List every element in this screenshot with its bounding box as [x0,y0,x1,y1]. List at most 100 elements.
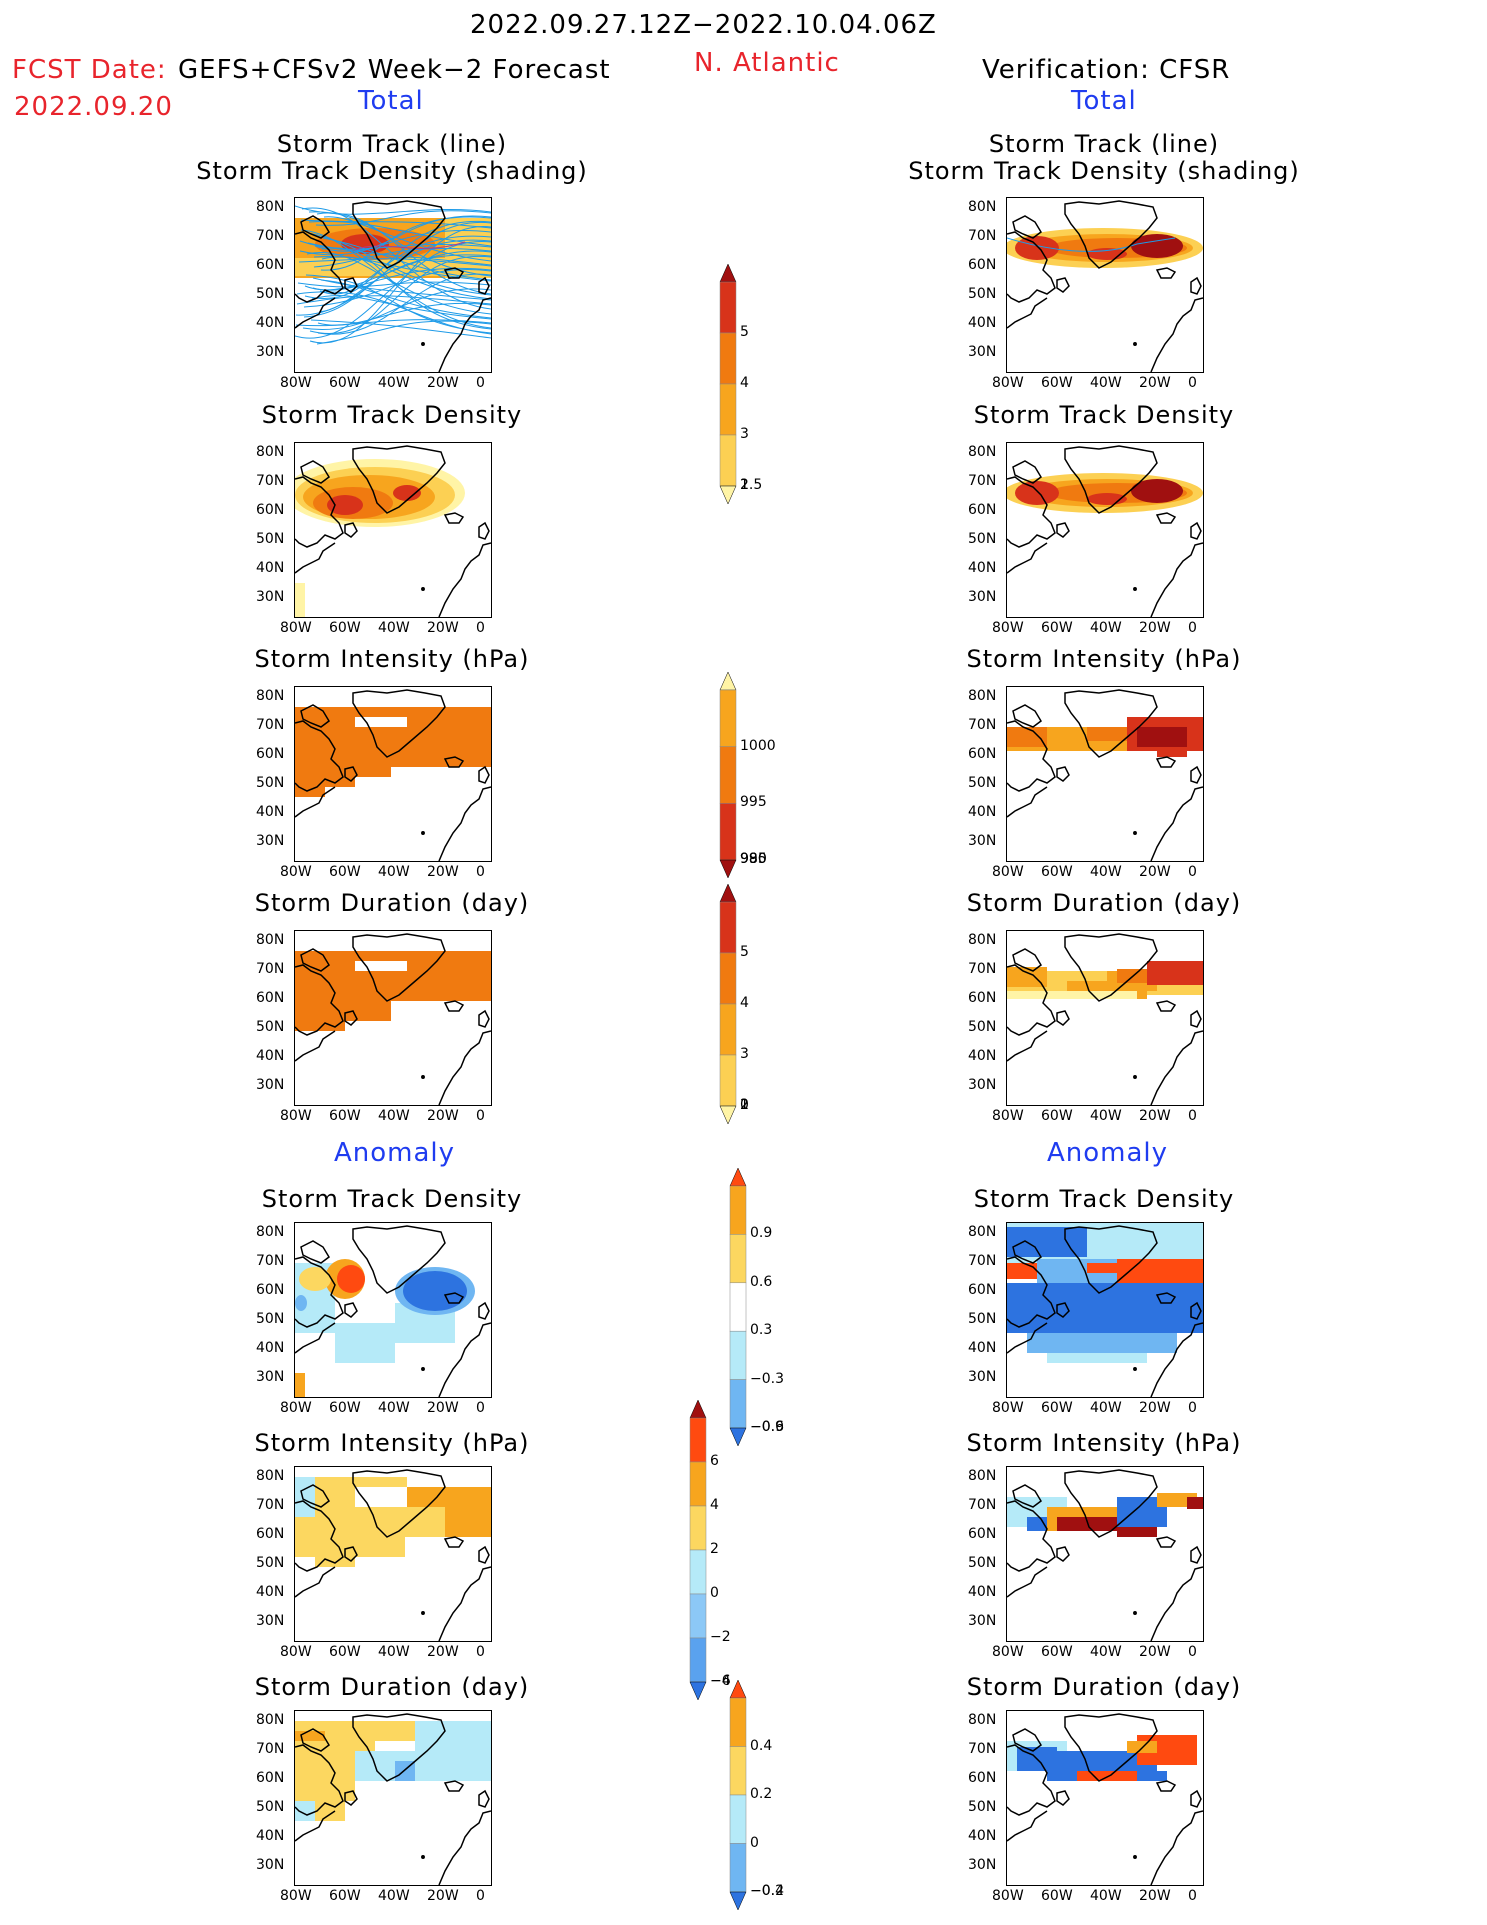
lon-tick-label: 0 [1188,1888,1197,1904]
lon-tick-label: 40W [378,1108,410,1124]
lat-tick-label: 50N [256,1019,285,1035]
lon-tick-label: 80W [280,1108,312,1124]
lat-tick-label: 40N [256,1584,285,1600]
region-label: N. Atlantic [694,48,840,78]
colorbar-tick-label: 2 [740,1097,749,1113]
colorbar-tick-label: 6 [710,1453,719,1469]
colorbar-intensity-anomaly: 6 4 2 0 −2 −4 −6 [689,1399,731,1704]
colorbar-tick-label: 990 [740,851,767,867]
lon-tick-label: 40W [378,375,410,391]
lat-tick-label: 80N [256,444,285,460]
colorbar-tick-label: −0.2 [750,1883,784,1899]
title-track-shading-left: Storm Track Density (shading) [196,157,588,185]
map-panel-density-anom-right [1006,1222,1204,1398]
fcst-model-label: GEFS+CFSv2 Week−2 Forecast [178,55,611,85]
date-range-title: 2022.09.27.12Z−2022.10.04.06Z [470,10,937,40]
lon-tick-label: 80W [280,1888,312,1904]
lat-tick-label: 50N [256,1311,285,1327]
lat-tick-label: 70N [256,228,285,244]
title-track-shading-right: Storm Track Density (shading) [908,157,1300,185]
lon-tick-label: 20W [427,1108,459,1124]
colorbar-tick-label: 0 [740,1097,749,1113]
lat-tick-label: 80N [968,1712,997,1728]
colorbar-tick-label: −0.3 [750,1370,784,1387]
lon-tick-label: 60W [1041,375,1073,391]
lon-tick-label: 20W [1139,1644,1171,1660]
map-panel-density-right [1006,442,1204,618]
lat-tick-label: 70N [256,1253,285,1269]
lat-tick-label: 70N [968,1497,997,1513]
lat-tick-label: 30N [968,589,997,605]
colorbar-tick-label: 4 [710,1497,719,1513]
colorbar-density-total: 5 4 3 2 1.5 1 [719,263,762,508]
section-total-right: Total [1071,86,1137,116]
lat-tick-label: 70N [256,1741,285,1757]
lon-tick-label: 60W [329,1644,361,1660]
lat-tick-label: 30N [256,1613,285,1629]
title-duration-anom-right: Storm Duration (day) [966,1673,1242,1701]
lat-tick-label: 40N [256,804,285,820]
lat-tick-label: 60N [968,990,997,1006]
colorbar-tick-label: 4 [740,995,749,1011]
lon-tick-label: 60W [329,375,361,391]
lat-tick-label: 30N [968,833,997,849]
lon-tick-label: 60W [1041,1108,1073,1124]
title-track-line-right: Storm Track (line) [988,130,1220,158]
map-panel-duration-right [1006,930,1204,1106]
lat-tick-label: 40N [256,560,285,576]
lat-tick-label: 50N [968,531,997,547]
lat-tick-label: 50N [968,286,997,302]
lon-tick-label: 20W [1139,1400,1171,1416]
lat-tick-label: 30N [256,344,285,360]
colorbar-tick-label: 1 [740,477,749,493]
map-panel-duration-anom-left [294,1710,492,1886]
lon-tick-label: 0 [476,1400,485,1416]
lat-tick-label: 80N [968,199,997,215]
lon-tick-label: 0 [476,375,485,391]
lon-tick-label: 0 [1188,375,1197,391]
title-intensity-anom-left: Storm Intensity (hPa) [254,1429,530,1457]
lat-tick-label: 80N [968,444,997,460]
title-density-left: Storm Track Density [261,401,523,429]
lat-tick-label: 50N [256,1799,285,1815]
lat-tick-label: 80N [968,932,997,948]
colorbar-tick-label: 0 [750,1834,759,1851]
lat-tick-label: 70N [968,473,997,489]
title-density-anom-left: Storm Track Density [261,1185,523,1213]
lat-tick-label: 70N [256,961,285,977]
colorbar-tick-label: 2 [710,1541,719,1557]
lat-tick-label: 40N [968,1048,997,1064]
lat-tick-label: 80N [968,688,997,704]
colorbar-tick-label: 2 [740,477,749,493]
lon-tick-label: 80W [280,1644,312,1660]
colorbar-tick-label: 0 [710,1585,719,1601]
lat-tick-label: 70N [968,228,997,244]
colorbar-tick-label: 980 [740,851,767,867]
lat-tick-label: 70N [968,961,997,977]
map-panel-duration-anom-right [1006,1710,1204,1886]
lon-tick-label: 0 [1188,1108,1197,1124]
lon-tick-label: 60W [1041,620,1073,636]
colorbar-tick-label: 4 [740,375,749,391]
lon-tick-label: 60W [1041,1888,1073,1904]
map-panel-intensity-anom-left [294,1466,492,1642]
lon-tick-label: 20W [427,620,459,636]
title-intensity-anom-right: Storm Intensity (hPa) [966,1429,1242,1457]
map-panel-intensity-anom-right [1006,1466,1204,1642]
lon-tick-label: 0 [1188,1644,1197,1660]
colorbar-tick-label: 0.6 [750,1273,773,1290]
lat-tick-label: 80N [968,1224,997,1240]
colorbar-tick-label: 3 [740,426,749,442]
lon-tick-label: 80W [992,1888,1024,1904]
lon-tick-label: 40W [378,864,410,880]
lat-tick-label: 30N [256,1369,285,1385]
colorbar-tick-label: 5 [740,324,749,340]
lat-tick-label: 70N [968,1253,997,1269]
lon-tick-label: 80W [280,620,312,636]
title-density-right: Storm Track Density [973,401,1235,429]
lon-tick-label: 60W [1041,1400,1073,1416]
lon-tick-label: 80W [992,1108,1024,1124]
lat-tick-label: 70N [968,1741,997,1757]
colorbar-tick-label: 995 [740,794,767,811]
